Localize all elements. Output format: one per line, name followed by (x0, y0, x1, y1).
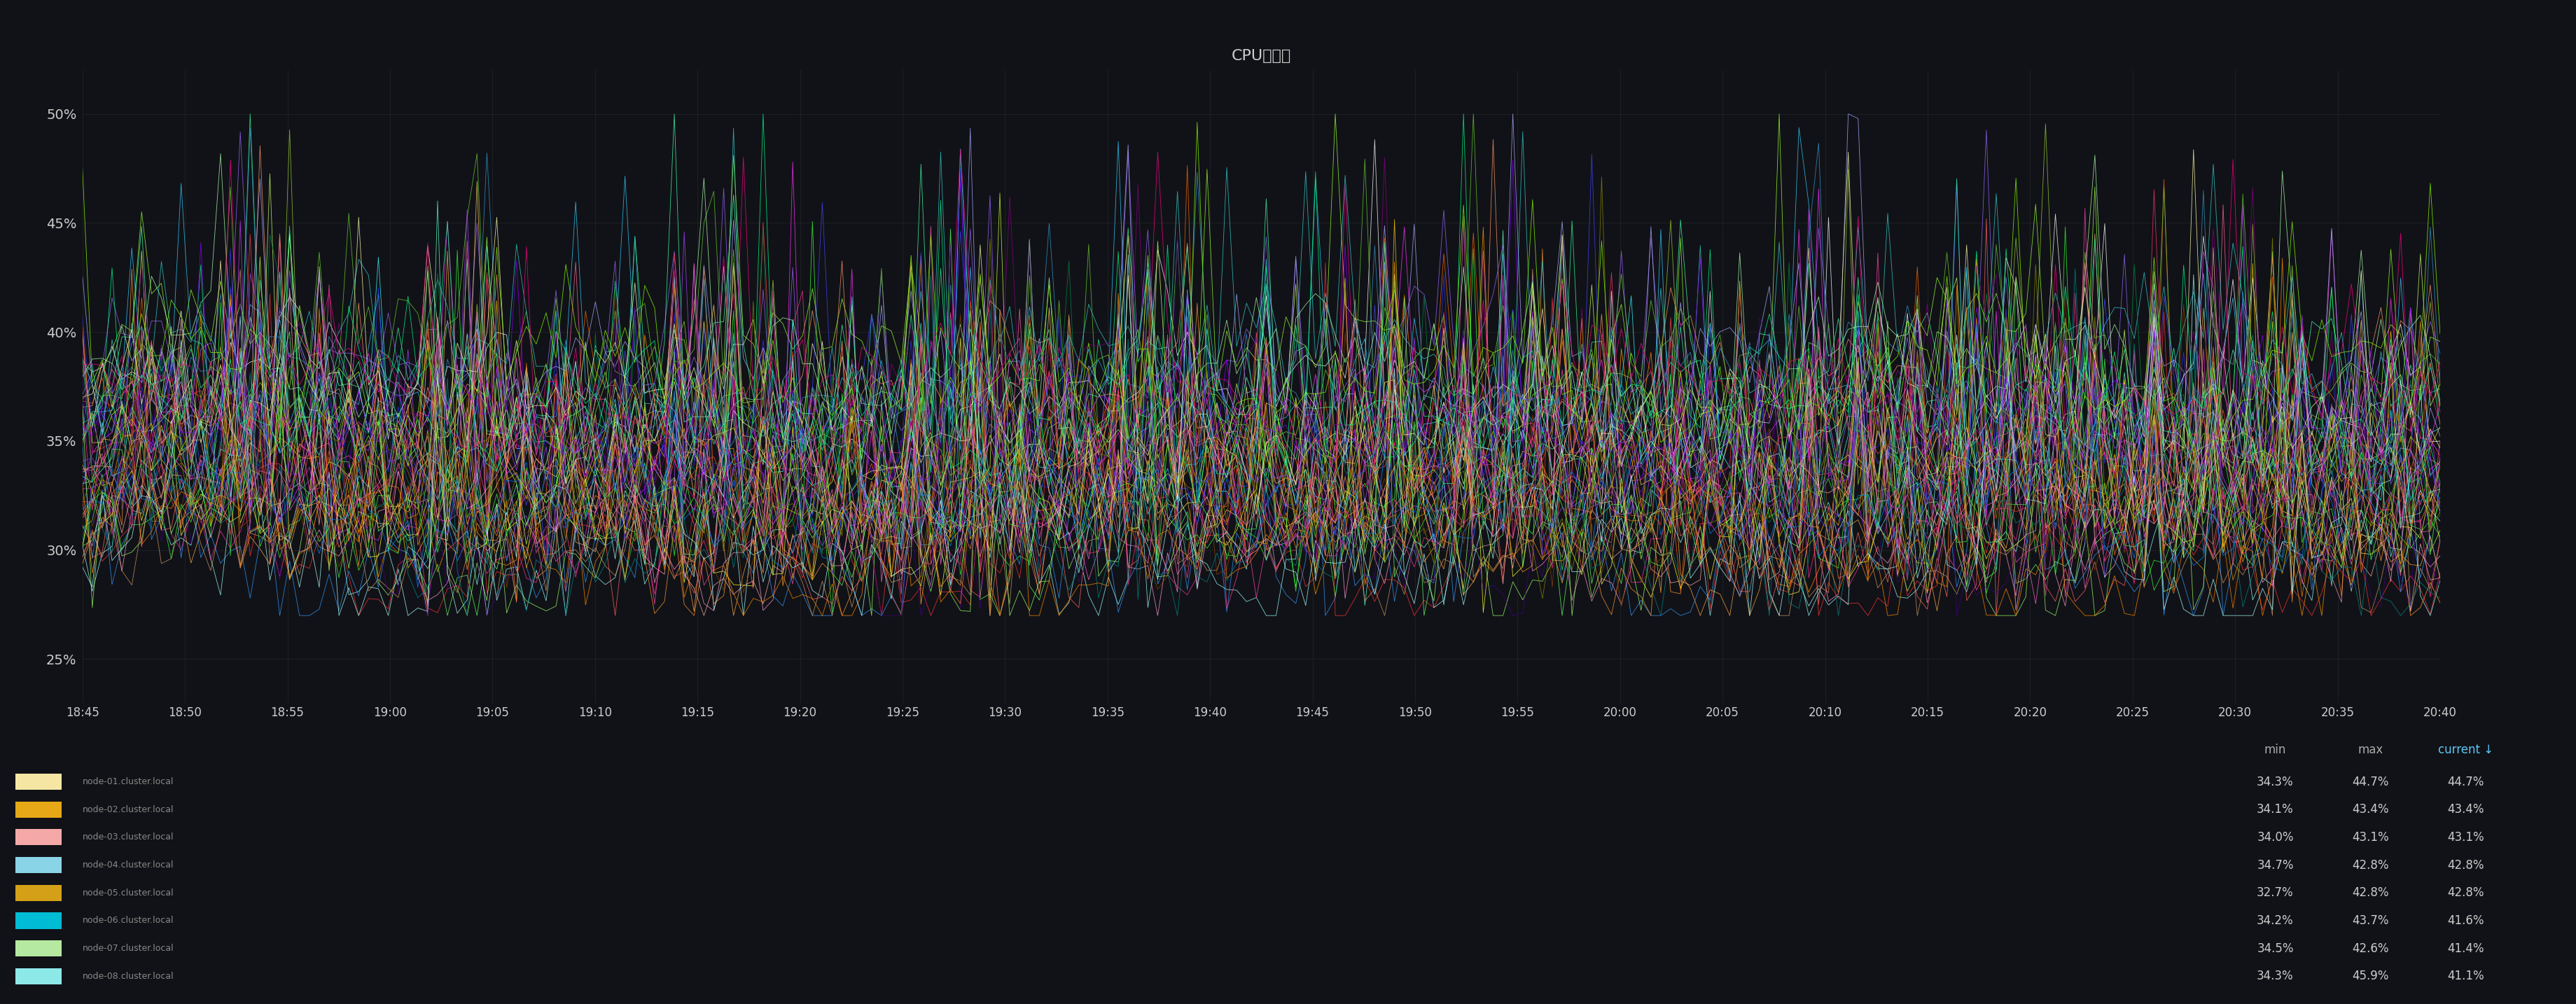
Text: current ↓: current ↓ (2437, 744, 2494, 756)
FancyBboxPatch shape (15, 968, 62, 984)
Text: 43.4%: 43.4% (2352, 803, 2388, 816)
Text: node-04.cluster.local: node-04.cluster.local (82, 860, 173, 869)
Text: 42.8%: 42.8% (2352, 858, 2388, 871)
Text: 41.6%: 41.6% (2447, 915, 2483, 927)
FancyBboxPatch shape (15, 774, 62, 790)
Text: 34.0%: 34.0% (2257, 831, 2293, 843)
Text: 32.7%: 32.7% (2257, 887, 2293, 900)
Text: 43.7%: 43.7% (2352, 915, 2388, 927)
Text: min: min (2264, 744, 2285, 756)
Text: 34.3%: 34.3% (2257, 775, 2293, 788)
Text: node-01.cluster.local: node-01.cluster.local (82, 777, 173, 786)
FancyBboxPatch shape (15, 913, 62, 929)
Text: 42.8%: 42.8% (2447, 858, 2483, 871)
Text: 43.1%: 43.1% (2447, 831, 2483, 843)
Title: CPU利用率: CPU利用率 (1231, 49, 1291, 63)
Text: node-03.cluster.local: node-03.cluster.local (82, 832, 173, 841)
Text: node-06.cluster.local: node-06.cluster.local (82, 916, 173, 926)
Text: 34.2%: 34.2% (2257, 915, 2293, 927)
Text: 42.8%: 42.8% (2447, 887, 2483, 900)
FancyBboxPatch shape (15, 857, 62, 873)
Text: max: max (2357, 744, 2383, 756)
FancyBboxPatch shape (15, 829, 62, 845)
Text: 44.7%: 44.7% (2352, 775, 2388, 788)
Text: node-05.cluster.local: node-05.cluster.local (82, 889, 173, 898)
Text: node-02.cluster.local: node-02.cluster.local (82, 805, 173, 814)
Text: 41.1%: 41.1% (2447, 970, 2483, 983)
FancyBboxPatch shape (15, 885, 62, 901)
Text: 41.4%: 41.4% (2447, 942, 2483, 955)
Text: 42.6%: 42.6% (2352, 942, 2388, 955)
FancyBboxPatch shape (15, 941, 62, 957)
Text: 34.5%: 34.5% (2257, 942, 2293, 955)
Text: node-07.cluster.local: node-07.cluster.local (82, 944, 173, 953)
Text: 45.9%: 45.9% (2352, 970, 2388, 983)
Text: 34.1%: 34.1% (2257, 803, 2293, 816)
Text: 34.7%: 34.7% (2257, 858, 2293, 871)
Text: 34.3%: 34.3% (2257, 970, 2293, 983)
Text: 44.7%: 44.7% (2447, 775, 2483, 788)
FancyBboxPatch shape (15, 801, 62, 817)
Text: 43.4%: 43.4% (2447, 803, 2483, 816)
Text: 43.1%: 43.1% (2352, 831, 2388, 843)
Text: node-08.cluster.local: node-08.cluster.local (82, 972, 173, 981)
Text: 42.8%: 42.8% (2352, 887, 2388, 900)
